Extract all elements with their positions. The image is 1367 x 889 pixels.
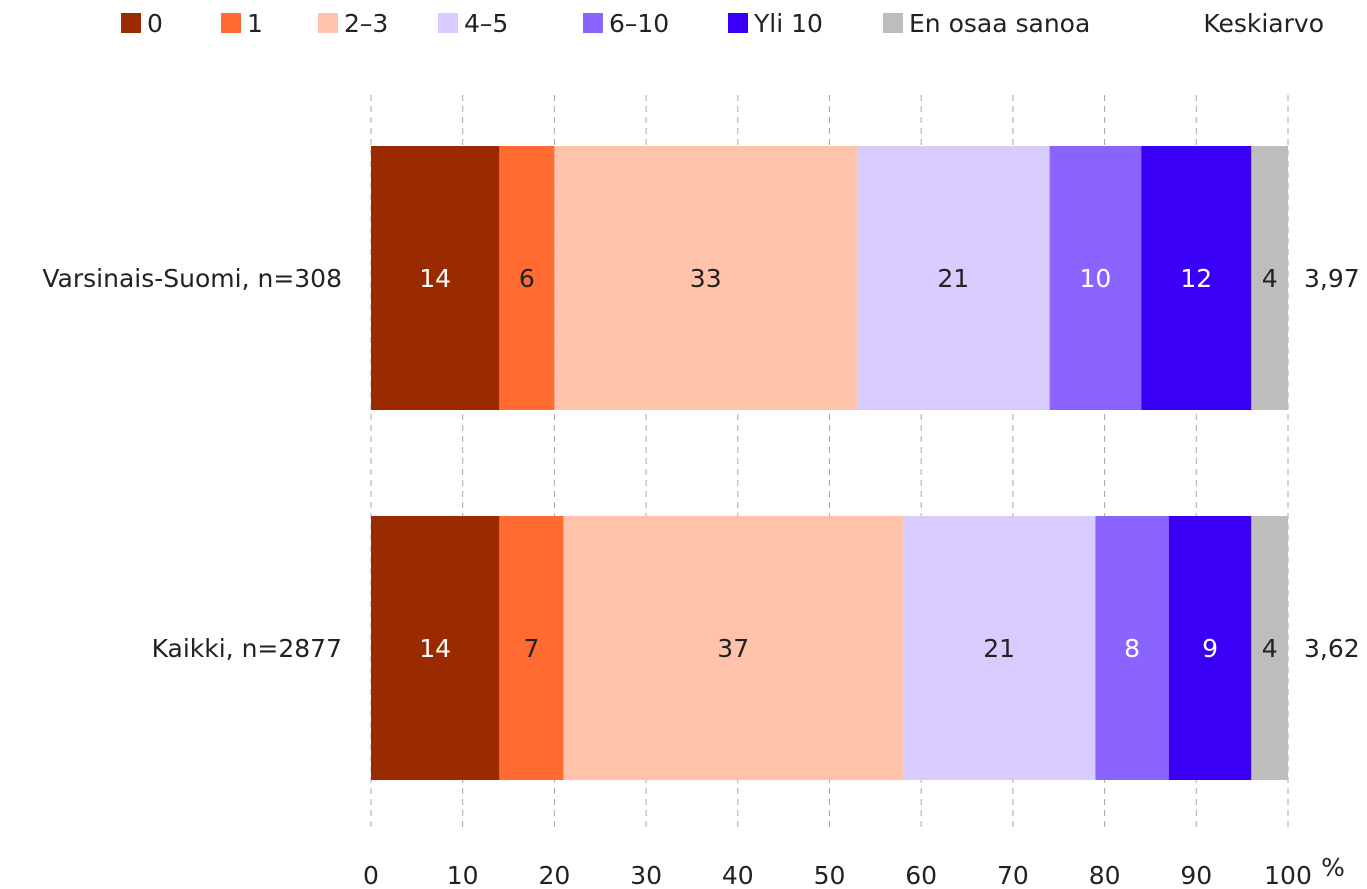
x-tick-label: 20 bbox=[538, 861, 570, 889]
x-tick-label: 0 bbox=[363, 861, 379, 889]
x-tick-label: 70 bbox=[997, 861, 1029, 889]
data-label: 33 bbox=[690, 264, 722, 293]
legend-item: En osaa sanoa bbox=[883, 9, 1090, 38]
legend-item: Yli 10 bbox=[728, 9, 823, 38]
bar-segment bbox=[1141, 146, 1252, 410]
data-label: 10 bbox=[1080, 264, 1112, 293]
mean-value: 3,97 bbox=[1304, 264, 1360, 293]
bar-segment bbox=[499, 516, 564, 780]
legend-item: 0 bbox=[121, 9, 163, 38]
legend-label: 0 bbox=[147, 9, 163, 38]
legend-swatch bbox=[221, 13, 241, 33]
legend-item: 4–5 bbox=[438, 9, 508, 38]
bar-segment bbox=[1251, 516, 1288, 780]
legend-swatch bbox=[728, 13, 748, 33]
x-tick-label: 30 bbox=[630, 861, 662, 889]
mean-header: Keskiarvo bbox=[1203, 9, 1324, 38]
legend-label: En osaa sanoa bbox=[909, 9, 1090, 38]
legend-swatch bbox=[438, 13, 458, 33]
bar-segment bbox=[1168, 516, 1252, 780]
bar-row: 14 7 37 21 8 9 4 bbox=[371, 516, 1288, 780]
x-tick-label: 60 bbox=[905, 861, 937, 889]
legend: 0 1 2–3 4–5 6–10 Yli 10 En osaa sanoa Keskiarvo bbox=[121, 9, 1324, 38]
bar-segment bbox=[1251, 146, 1288, 410]
x-axis-ticks: 0 10 20 30 40 50 60 70 80 90 100% bbox=[363, 853, 1345, 889]
data-label: 12 bbox=[1180, 264, 1212, 293]
mean-value: 3,62 bbox=[1304, 634, 1360, 663]
data-label: 6 bbox=[519, 264, 535, 293]
x-tick-label: 90 bbox=[1180, 861, 1212, 889]
legend-swatch bbox=[583, 13, 603, 33]
legend-label: 2–3 bbox=[344, 9, 388, 38]
legend-label: 6–10 bbox=[609, 9, 669, 38]
legend-swatch bbox=[121, 13, 141, 33]
data-label: 8 bbox=[1124, 634, 1140, 663]
legend-swatch bbox=[883, 13, 903, 33]
legend-label: 4–5 bbox=[464, 9, 508, 38]
bar-segment bbox=[563, 516, 903, 780]
x-unit-label: % bbox=[1321, 853, 1345, 882]
data-label: 14 bbox=[419, 264, 451, 293]
x-tick-label: 10 bbox=[447, 861, 479, 889]
x-tick-label: 80 bbox=[1089, 861, 1121, 889]
data-label: 4 bbox=[1262, 634, 1278, 663]
data-label: 21 bbox=[937, 264, 969, 293]
legend-swatch bbox=[318, 13, 338, 33]
legend-item: 6–10 bbox=[583, 9, 669, 38]
legend-item: 2–3 bbox=[318, 9, 388, 38]
x-tick-label: 50 bbox=[814, 861, 846, 889]
bar-row: 14 6 33 21 10 12 4 bbox=[371, 146, 1288, 410]
x-tick-label: 40 bbox=[722, 861, 754, 889]
bar-segment bbox=[902, 516, 1096, 780]
legend-label: Yli 10 bbox=[753, 9, 823, 38]
bar-segment bbox=[857, 146, 1050, 410]
bar-segment bbox=[371, 516, 500, 780]
legend-item: 1 bbox=[221, 9, 263, 38]
bar-segment bbox=[371, 146, 500, 410]
category-label: Kaikki, n=2877 bbox=[152, 634, 342, 663]
data-label: 14 bbox=[419, 634, 451, 663]
x-tick-label: 100 bbox=[1264, 861, 1312, 889]
bar-segment bbox=[499, 146, 555, 410]
data-label: 9 bbox=[1202, 634, 1218, 663]
bars: 14 6 33 21 10 12 4 14 7 37 21 8 9 4 bbox=[371, 146, 1288, 780]
bar-segment bbox=[1049, 146, 1142, 410]
mean-values: 3,97 3,62 bbox=[1304, 264, 1360, 663]
bar-segment bbox=[1095, 516, 1169, 780]
category-label: Varsinais-Suomi, n=308 bbox=[42, 264, 342, 293]
data-label: 7 bbox=[524, 634, 540, 663]
category-labels: Varsinais-Suomi, n=308 Kaikki, n=2877 bbox=[42, 264, 342, 663]
data-label: 4 bbox=[1262, 264, 1278, 293]
data-label: 21 bbox=[983, 634, 1015, 663]
data-label: 37 bbox=[717, 634, 749, 663]
legend-label: 1 bbox=[247, 9, 263, 38]
bar-segment bbox=[554, 146, 858, 410]
